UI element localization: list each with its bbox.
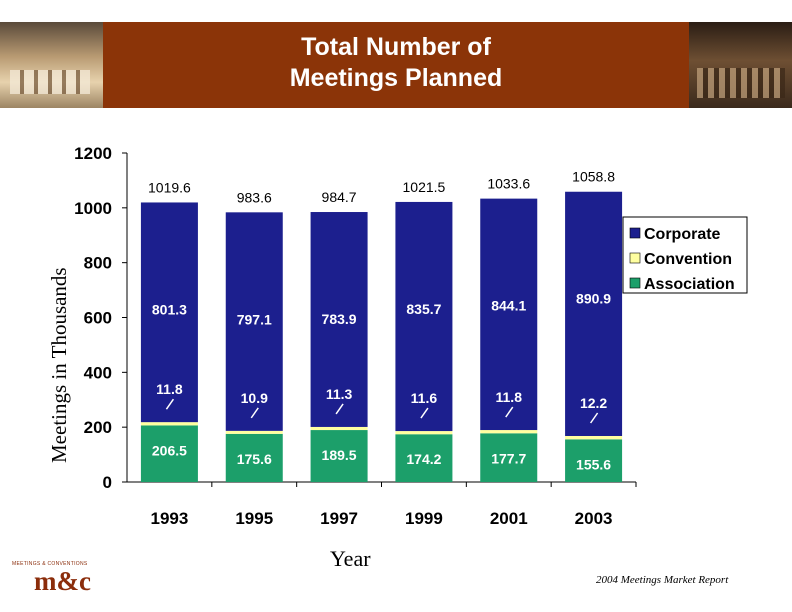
legend-label: Association [644, 276, 735, 293]
corporate-value-label: 890.9 [576, 291, 611, 307]
bar-association [480, 433, 538, 482]
corporate-value-label: 797.1 [237, 311, 272, 327]
association-value-label: 177.7 [491, 450, 526, 466]
convention-pointer [250, 407, 259, 419]
header-banner: Total Number of Meetings Planned [0, 22, 792, 108]
mc-logo: MEETINGS & CONVENTIONS m&c [12, 561, 107, 597]
bar-association [140, 425, 198, 482]
convention-pointer [589, 412, 599, 424]
bar-convention [140, 422, 198, 426]
convention-pointer [420, 407, 429, 419]
x-tick-label: 1995 [235, 509, 273, 528]
association-value-label: 174.2 [406, 451, 441, 467]
total-label: 1019.6 [148, 179, 191, 195]
total-label: 1033.6 [487, 176, 530, 192]
x-axis-label: Year [330, 546, 371, 571]
logo-tagline: MEETINGS & CONVENTIONS [12, 561, 88, 567]
convention-value-label: 11.8 [156, 381, 183, 397]
legend-swatch [629, 227, 641, 239]
logo-mark: m&c [34, 566, 91, 596]
convention-pointer [505, 406, 514, 418]
x-tick-label: 2001 [490, 509, 528, 528]
y-tick-label: 600 [84, 309, 112, 328]
auditorium-photo-right [689, 22, 792, 108]
y-tick-label: 1200 [74, 144, 112, 163]
title-line-1: Total Number of [301, 33, 491, 61]
x-tick-label: 1997 [320, 509, 358, 528]
bar-convention [225, 430, 283, 434]
association-value-label: 155.6 [576, 456, 611, 472]
association-value-label: 206.5 [152, 442, 187, 458]
y-tick-label: 0 [103, 473, 112, 492]
association-value-label: 189.5 [322, 447, 357, 463]
bar-association [395, 434, 453, 482]
bar-convention [480, 430, 538, 434]
corporate-value-label: 835.7 [406, 301, 441, 317]
x-tick-label: 1999 [405, 509, 443, 528]
legend-label: Corporate [644, 226, 721, 243]
bar-association [310, 430, 368, 482]
convention-value-label: 11.3 [326, 386, 353, 402]
legend-swatch [629, 252, 641, 264]
total-label: 983.6 [237, 189, 272, 205]
corporate-value-label: 801.3 [152, 301, 187, 317]
ballroom-photo-left [0, 22, 103, 108]
corporate-value-label: 844.1 [491, 298, 526, 314]
total-label: 1021.5 [403, 179, 446, 195]
total-label: 1058.8 [572, 169, 615, 185]
bar-convention [565, 435, 623, 440]
total-label: 984.7 [322, 189, 357, 205]
bar-corporate [310, 212, 368, 427]
y-tick-label: 200 [84, 418, 112, 437]
y-tick-label: 400 [84, 363, 112, 382]
bar-association [225, 433, 283, 482]
legend-label: Convention [644, 251, 732, 268]
footer-source: 2004 Meetings Market Report [596, 574, 729, 586]
convention-value-label: 11.8 [496, 389, 523, 405]
bar-corporate [140, 202, 198, 423]
legend-swatch [629, 277, 641, 289]
y-tick-label: 800 [84, 254, 112, 273]
y-axis-label: Meetings in Thousands [47, 267, 71, 463]
convention-pointer [165, 398, 175, 410]
legend-box [622, 216, 748, 294]
bar-corporate [565, 191, 623, 436]
title-line-2: Meetings Planned [289, 64, 503, 92]
x-tick-label: 1993 [151, 509, 189, 528]
y-tick-label: 1000 [74, 199, 112, 218]
bar-association [565, 439, 623, 482]
association-value-label: 175.6 [237, 451, 272, 467]
bar-convention [310, 426, 368, 431]
bar-corporate [395, 201, 453, 432]
bar-convention [395, 431, 453, 435]
convention-value-label: 11.6 [411, 390, 438, 406]
corporate-value-label: 783.9 [322, 311, 357, 327]
convention-value-label: 12.2 [580, 395, 607, 411]
bar-corporate [225, 212, 283, 431]
convention-pointer [335, 403, 344, 415]
chart-title: Total Number of Meetings Planned [103, 32, 689, 94]
x-tick-label: 2003 [575, 509, 613, 528]
bar-corporate [480, 198, 538, 431]
convention-value-label: 10.9 [241, 390, 268, 406]
